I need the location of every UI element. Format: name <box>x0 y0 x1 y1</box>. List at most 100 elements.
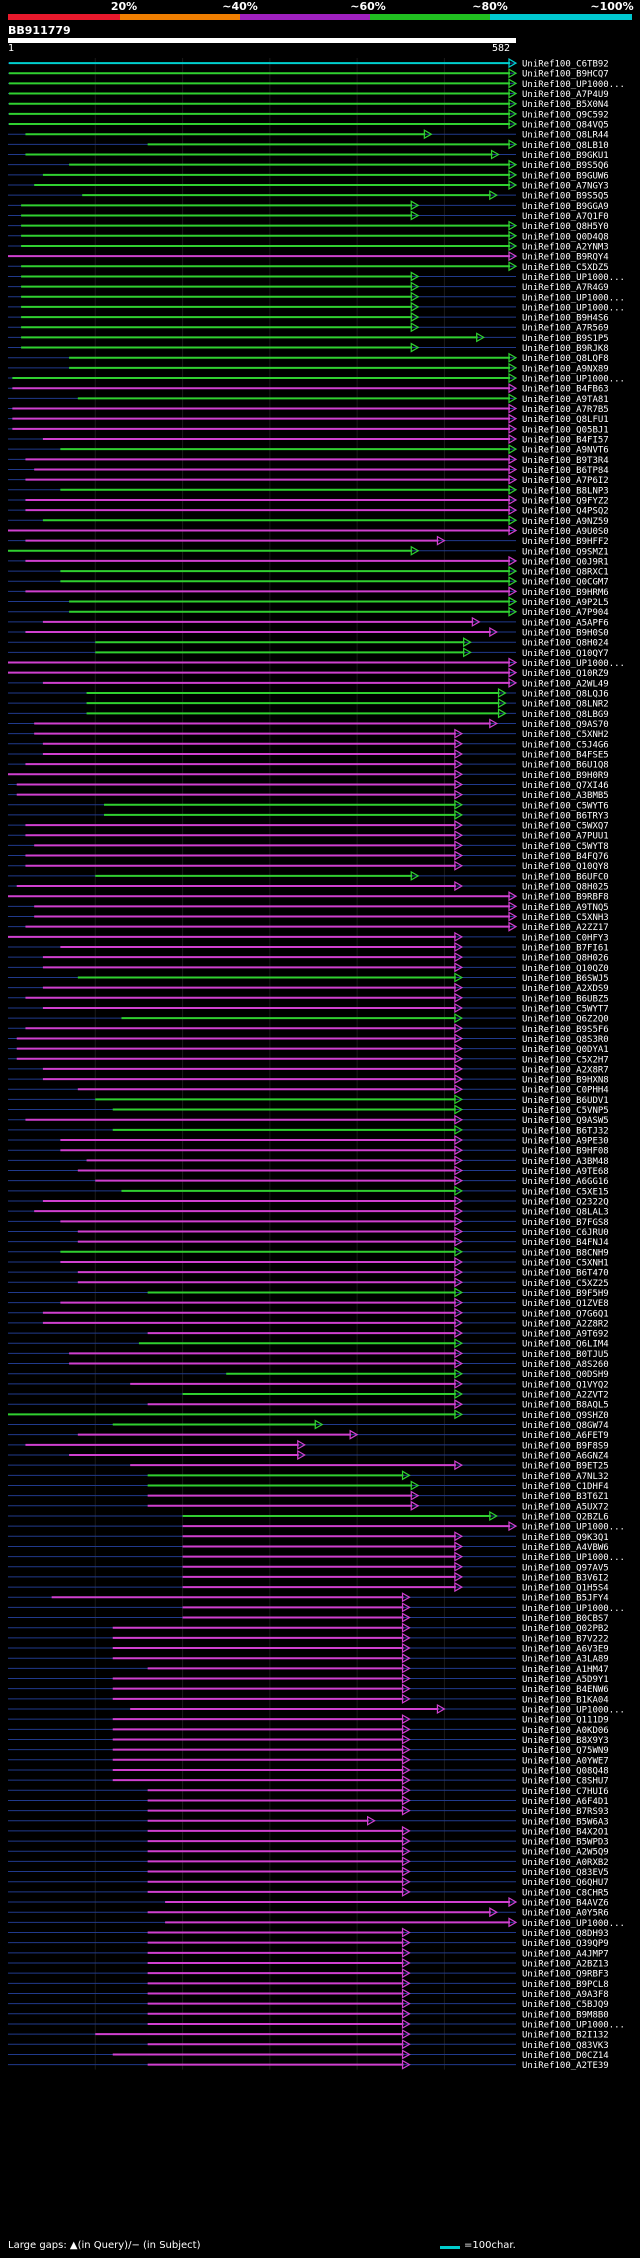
hit-label[interactable]: UniRef100_B9PCL8 <box>522 1980 609 1990</box>
hit-row[interactable]: UniRef100_Q8LR44 <box>8 129 609 141</box>
hit-label[interactable]: UniRef100_A4VBW6 <box>522 1543 609 1553</box>
hit-row[interactable]: UniRef100_Q75WN9 <box>8 1744 609 1757</box>
hit-row[interactable]: UniRef100_A5D9Y1 <box>8 1673 609 1686</box>
hit-label[interactable]: UniRef100_A0Y5R6 <box>522 1909 609 1919</box>
hit-row[interactable]: UniRef100_B7FI61 <box>8 941 609 954</box>
hit-label[interactable]: UniRef100_A9U0S0 <box>522 527 609 537</box>
hit-label[interactable]: UniRef100_Q97AV5 <box>522 1563 609 1573</box>
hit-row[interactable]: UniRef100_C6JRU0 <box>8 1226 609 1238</box>
hit-label[interactable]: UniRef100_C5WYT7 <box>522 1004 609 1014</box>
hit-label[interactable]: UniRef100_Q6LIM4 <box>522 1340 609 1350</box>
hit-row[interactable]: UniRef100_Q10RZ9 <box>8 667 609 680</box>
hit-label[interactable]: UniRef100_Q84VQ5 <box>522 121 609 131</box>
hit-row[interactable]: UniRef100_B6UDV1 <box>8 1094 609 1106</box>
hit-row[interactable]: UniRef100_Q10QZ0 <box>8 962 609 974</box>
hit-label[interactable]: UniRef100_B3V6I2 <box>522 1573 609 1583</box>
hit-row[interactable]: UniRef100_Q9C592 <box>8 108 609 121</box>
hit-row[interactable]: UniRef100_A7Q1F0 <box>8 210 609 222</box>
hit-label[interactable]: UniRef100_UP1000... <box>522 375 625 385</box>
hit-row[interactable]: UniRef100_B6U1Q8 <box>8 759 609 771</box>
hit-row[interactable]: UniRef100_A7P904 <box>8 606 609 619</box>
hit-row[interactable]: UniRef100_Q9K3Q1 <box>8 1531 609 1543</box>
hit-row[interactable]: UniRef100_Q02PB2 <box>8 1622 609 1635</box>
hit-row[interactable]: UniRef100_Q8LNR2 <box>8 698 609 710</box>
hit-row[interactable]: UniRef100_A6FET9 <box>8 1429 609 1442</box>
hit-row[interactable]: UniRef100_C5WYT7 <box>8 1002 609 1015</box>
hit-row[interactable]: UniRef100_B3V6I2 <box>8 1571 609 1584</box>
hit-label[interactable]: UniRef100_C5XE15 <box>522 1187 609 1197</box>
hit-row[interactable]: UniRef100_B9GGA9 <box>8 200 609 212</box>
hit-label[interactable]: UniRef100_A8S260 <box>522 1360 609 1370</box>
hit-label[interactable]: UniRef100_B9S5F6 <box>522 1025 609 1035</box>
hit-row[interactable]: UniRef100_Q97AV5 <box>8 1561 609 1574</box>
hit-row[interactable]: UniRef100_B4X2O1 <box>8 1825 609 1838</box>
hit-label[interactable]: UniRef100_B2I132 <box>522 2031 609 2041</box>
hit-label[interactable]: UniRef100_A4JMP7 <box>522 1949 609 1959</box>
hit-row[interactable]: UniRef100_A6GNZ4 <box>8 1449 609 1462</box>
hit-row[interactable]: UniRef100_B9HF08 <box>8 1145 609 1157</box>
hit-label[interactable]: UniRef100_B8X9Y3 <box>522 1736 609 1746</box>
hit-label[interactable]: UniRef100_UP1000... <box>522 273 625 283</box>
hit-label[interactable]: UniRef100_UP1000... <box>522 303 625 313</box>
hit-row[interactable]: UniRef100_A9TNQ5 <box>8 901 609 913</box>
hit-row[interactable]: UniRef100_B9H4S6 <box>8 312 609 324</box>
hit-row[interactable]: UniRef100_UP1000... <box>8 657 625 670</box>
hit-row[interactable]: UniRef100_A6V3E9 <box>8 1643 609 1655</box>
hit-row[interactable]: UniRef100_A2XDS9 <box>8 982 609 995</box>
hit-row[interactable]: UniRef100_C5WXQ7 <box>8 820 609 832</box>
hit-label[interactable]: UniRef100_B8AQL5 <box>522 1401 609 1411</box>
hit-row[interactable]: UniRef100_C1DHF4 <box>8 1480 609 1492</box>
hit-row[interactable]: UniRef100_A9TA81 <box>8 393 609 405</box>
hit-label[interactable]: UniRef100_B7FI61 <box>522 944 609 954</box>
hit-row[interactable]: UniRef100_C5XNH3 <box>8 911 609 924</box>
hit-row[interactable]: UniRef100_A6GG16 <box>8 1175 609 1188</box>
hit-row[interactable]: UniRef100_B4FSE5 <box>8 748 609 761</box>
hit-row[interactable]: UniRef100_B5WPD3 <box>8 1836 609 1848</box>
hit-row[interactable]: UniRef100_Q2322Q <box>8 1195 609 1208</box>
hit-row[interactable]: UniRef100_A2Z8R2 <box>8 1317 609 1330</box>
hit-row[interactable]: UniRef100_Q83EV5 <box>8 1866 609 1879</box>
hit-label[interactable]: UniRef100_D0CZ14 <box>522 2051 609 2061</box>
hit-label[interactable]: UniRef100_B9HF08 <box>522 1147 609 1157</box>
hit-row[interactable]: UniRef100_B8X9Y3 <box>8 1734 609 1746</box>
hit-label[interactable]: UniRef100_UP1000... <box>522 1604 625 1614</box>
hit-row[interactable]: UniRef100_A9P2L5 <box>8 596 609 609</box>
hit-row[interactable]: UniRef100_A9PE30 <box>8 1135 609 1147</box>
hit-label[interactable]: UniRef100_UP1000... <box>522 2020 625 2030</box>
hit-label[interactable]: UniRef100_C5BJQ9 <box>522 2000 609 2010</box>
hit-row[interactable]: UniRef100_Q0J9R1 <box>8 555 609 568</box>
hit-row[interactable]: UniRef100_C8CHR5 <box>8 1886 609 1899</box>
hit-label[interactable]: UniRef100_B7V222 <box>522 1634 609 1644</box>
hit-label[interactable]: UniRef100_Q1H5S4 <box>522 1584 609 1594</box>
hit-row[interactable]: UniRef100_A6F4D1 <box>8 1795 609 1807</box>
hit-label[interactable]: UniRef100_Q9AS70 <box>522 720 609 730</box>
hit-label[interactable]: UniRef100_UP1000... <box>522 293 625 303</box>
hit-label[interactable]: UniRef100_B4ENW6 <box>522 1685 609 1695</box>
hit-row[interactable]: UniRef100_Q8H5Y0 <box>8 220 609 233</box>
hit-row[interactable]: UniRef100_B9HXN8 <box>8 1074 609 1086</box>
hit-label[interactable]: UniRef100_B8CNH9 <box>522 1248 609 1258</box>
hit-row[interactable]: UniRef100_B9F8S9 <box>8 1439 609 1452</box>
hit-label[interactable]: UniRef100_B6UFC0 <box>522 872 609 882</box>
hit-label[interactable]: UniRef100_Q8LFU1 <box>522 415 609 425</box>
hit-label[interactable]: UniRef100_A5APF6 <box>522 618 609 628</box>
hit-label[interactable]: UniRef100_Q4PSQ2 <box>522 507 609 517</box>
hit-label[interactable]: UniRef100_A6F4D1 <box>522 1797 609 1807</box>
hit-label[interactable]: UniRef100_C8CHR5 <box>522 1888 609 1898</box>
hit-row[interactable]: UniRef100_A2ZZ17 <box>8 921 609 934</box>
hit-row[interactable]: UniRef100_UP1000... <box>8 373 625 385</box>
hit-label[interactable]: UniRef100_B9H0S0 <box>522 629 609 639</box>
hit-label[interactable]: UniRef100_Q8LQF8 <box>522 354 609 364</box>
hit-label[interactable]: UniRef100_C0PHH4 <box>522 1086 609 1096</box>
hit-label[interactable]: UniRef100_B9F5H9 <box>522 1289 609 1299</box>
hit-row[interactable]: UniRef100_B6TP84 <box>8 464 609 476</box>
hit-label[interactable]: UniRef100_B9H4S6 <box>522 314 609 324</box>
hit-row[interactable]: UniRef100_A2BZ13 <box>8 1957 609 1970</box>
hit-label[interactable]: UniRef100_Q83VK3 <box>522 2041 609 2051</box>
hit-label[interactable]: UniRef100_A5D9Y1 <box>522 1675 609 1685</box>
hit-label[interactable]: UniRef100_A2Z8R2 <box>522 1319 609 1329</box>
hit-row[interactable]: UniRef100_A5UX72 <box>8 1500 609 1513</box>
hit-row[interactable]: UniRef100_Q8LFU1 <box>8 413 609 426</box>
hit-label[interactable]: UniRef100_Q0DYA1 <box>522 1045 609 1055</box>
hit-label[interactable]: UniRef100_A9TA81 <box>522 395 609 405</box>
